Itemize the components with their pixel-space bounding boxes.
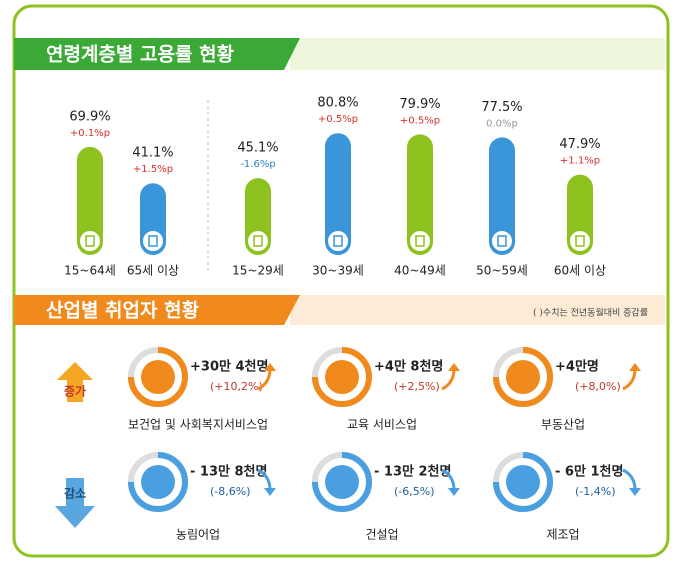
- bar-icon: [141, 229, 165, 253]
- icon-doc: [148, 235, 158, 247]
- up-arrow: [57, 362, 93, 402]
- change-label: +0.1%p: [70, 128, 110, 139]
- industry-icon: [325, 360, 359, 394]
- icon-doc: [415, 235, 425, 247]
- amount: - 6만 1천명: [555, 464, 623, 480]
- icon-doc: [497, 235, 507, 247]
- industry-name: 제조업: [546, 528, 579, 542]
- value-label: 45.1%: [237, 141, 278, 156]
- icon-doc: [85, 235, 95, 247]
- change-label: +0.5%p: [400, 115, 440, 126]
- change-label: +0.5%p: [318, 114, 358, 125]
- category-label: 65세 이상: [127, 264, 179, 278]
- trend-arrow-head: [629, 488, 641, 496]
- ring: [493, 452, 553, 512]
- bar-icon: [408, 229, 432, 253]
- category-label: 40~49세: [394, 264, 446, 278]
- bar-icon: [246, 229, 270, 253]
- bar: [325, 133, 351, 255]
- change-label: -1.6%p: [240, 159, 275, 170]
- section-title: 연령계층별 고용률 현황: [46, 43, 235, 66]
- industry-name: 보건업 및 사회복지서비스업: [128, 418, 268, 432]
- change-label: +1.5%p: [133, 164, 173, 175]
- rate: (+2,5%): [394, 380, 440, 393]
- header-banner: [14, 295, 300, 325]
- group-label: 감소: [64, 486, 86, 501]
- industry-icon: [141, 465, 175, 499]
- rate: (-1,4%): [575, 485, 616, 498]
- industry-icon: [141, 360, 175, 394]
- ring: [312, 347, 372, 407]
- industry-name: 농림어업: [176, 528, 220, 542]
- value-label: 79.9%: [399, 97, 440, 112]
- category-label: 30~39세: [312, 264, 364, 278]
- trend-arrow-head: [264, 363, 276, 371]
- value-label: 80.8%: [317, 96, 358, 111]
- ring: [128, 452, 188, 512]
- bar-icon: [78, 229, 102, 253]
- amount: - 13만 8천명: [190, 464, 267, 480]
- amount: - 13만 2천명: [374, 464, 451, 480]
- section-title: 산업별 취업자 현황: [46, 299, 200, 322]
- trend-arrow: [257, 368, 272, 391]
- trend-arrow: [257, 468, 272, 491]
- category-label: 15~29세: [232, 264, 284, 278]
- icon-doc: [333, 235, 343, 247]
- category-label: 15~64세: [64, 264, 116, 278]
- bar-icon: [490, 229, 514, 253]
- rate: (-8,6%): [210, 485, 251, 498]
- change-label: 0.0%p: [486, 118, 518, 129]
- bar: [489, 137, 515, 255]
- industry-name: 부동산업: [541, 418, 585, 432]
- amount: +4만명: [555, 359, 599, 375]
- bar: [407, 134, 433, 255]
- header-stripe: [290, 295, 665, 325]
- amount: +30만 4천명: [190, 359, 268, 375]
- header-stripe: [290, 38, 665, 70]
- industry-icon: [506, 360, 540, 394]
- trend-arrow-head: [264, 488, 276, 496]
- bar-icon: [326, 229, 350, 253]
- industry-name: 교육 서비스업: [347, 418, 417, 432]
- industry-icon: [325, 465, 359, 499]
- icon-doc: [575, 235, 585, 247]
- trend-arrow-head: [448, 488, 460, 496]
- value-label: 69.9%: [69, 109, 110, 124]
- down-arrow: [55, 478, 95, 528]
- bar: [77, 146, 103, 255]
- ring: [312, 452, 372, 512]
- trend-arrow-head: [448, 363, 460, 371]
- category-label: 60세 이상: [554, 264, 606, 278]
- industry-icon: [506, 465, 540, 499]
- industry-name: 건설업: [365, 528, 398, 542]
- icon-doc: [253, 235, 263, 247]
- ring: [128, 347, 188, 407]
- trend-arrow-head: [629, 363, 641, 371]
- value-label: 77.5%: [481, 100, 522, 115]
- group-label: 증가: [64, 384, 86, 399]
- rate: (+10,2%): [210, 380, 263, 393]
- ring: [493, 347, 553, 407]
- bar-icon: [568, 229, 592, 253]
- trend-arrow: [622, 468, 637, 491]
- rate: (-6,5%): [394, 485, 435, 498]
- category-label: 50~59세: [476, 264, 528, 278]
- value-label: 47.9%: [559, 137, 600, 152]
- header-banner: [14, 38, 300, 70]
- trend-arrow: [441, 368, 456, 391]
- value-label: 41.1%: [132, 146, 173, 161]
- change-label: +1.1%p: [560, 156, 600, 167]
- rate: (+8,0%): [575, 380, 621, 393]
- trend-arrow: [441, 468, 456, 491]
- amount: +4만 8천명: [374, 359, 443, 375]
- trend-arrow: [622, 368, 637, 391]
- note: ( )수치는 전년동월대비 증감률: [533, 307, 648, 319]
